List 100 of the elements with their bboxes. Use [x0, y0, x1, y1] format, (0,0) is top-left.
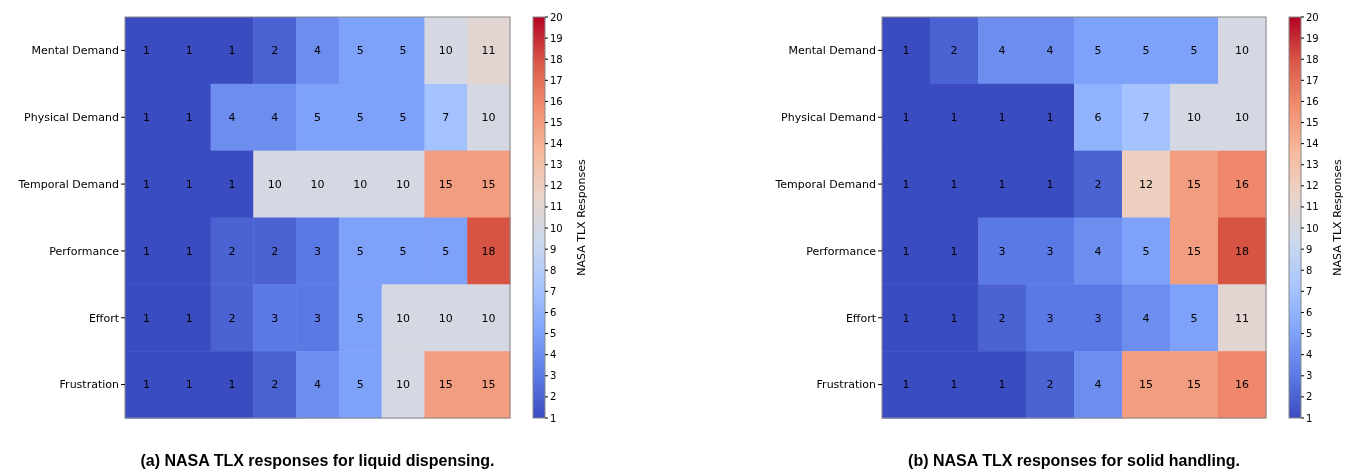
data-label: 1: [902, 311, 910, 325]
data-label: 11: [1235, 311, 1249, 325]
data-label: 4: [271, 111, 279, 125]
color-bar-label: 9: [1306, 243, 1313, 255]
data-label: 5: [442, 244, 450, 258]
data-label: 1: [185, 44, 193, 58]
data-label: 15: [481, 177, 496, 191]
data-label: 2: [1094, 177, 1102, 191]
data-label: 6: [1094, 111, 1102, 125]
color-bar-title: NASA TLX Responses: [1331, 159, 1344, 276]
data-label: 15: [1187, 177, 1201, 191]
data-label: 3: [314, 244, 321, 258]
color-bar-label: 12: [550, 180, 563, 192]
color-bar-label: 7: [550, 285, 557, 297]
color-bar-label: 19: [550, 32, 563, 44]
data-label: 5: [399, 44, 407, 58]
data-label: 1: [228, 44, 236, 58]
y-tick-label: Frustration: [59, 378, 120, 392]
data-label: 1: [185, 177, 193, 191]
data-label: 1: [998, 378, 1006, 392]
data-label: 1: [950, 311, 958, 325]
data-label: 10: [1235, 111, 1249, 125]
data-label: 1: [950, 244, 958, 258]
color-bar-label: 20: [550, 11, 563, 23]
data-label: 4: [1046, 44, 1054, 58]
color-bar-label: 5: [1306, 328, 1313, 340]
data-label: 5: [356, 311, 364, 325]
color-bar-label: 7: [1306, 285, 1313, 297]
text: (a) NASA TLX responses for liquid dispensing.: [140, 452, 495, 469]
data-label: 3: [998, 244, 1006, 258]
data-label: 5: [399, 244, 407, 258]
data-label: 4: [998, 44, 1006, 58]
data-label: 3: [314, 311, 321, 325]
data-label: 16: [1235, 177, 1249, 191]
color-bar-label: 4: [1306, 349, 1313, 361]
y-tick-label: Temporal Demand: [17, 177, 119, 191]
data-label: 4: [314, 378, 321, 392]
color-bar-label: 9: [550, 243, 557, 255]
color-bar-label: 14: [550, 138, 563, 150]
data-label: 10: [267, 177, 282, 191]
data-label: 2: [1046, 378, 1054, 392]
data-label: 1: [185, 378, 193, 392]
data-label: 10: [353, 177, 368, 191]
data-label: 5: [1142, 244, 1150, 258]
data-label: 1: [950, 111, 958, 125]
color-bar-label: 6: [1306, 306, 1313, 318]
data-label: 1: [142, 177, 150, 191]
color-bar-label: 18: [1306, 53, 1319, 65]
color-bar-label: 8: [550, 264, 557, 276]
color-bar-label: 10: [1306, 222, 1319, 234]
color-bar-label: 8: [1306, 264, 1313, 276]
data-label: 1: [142, 44, 150, 58]
y-tick-label: Mental Demand: [31, 44, 119, 58]
data-label: 10: [1235, 44, 1249, 58]
color-bar-label: 2: [550, 391, 557, 403]
data-label: 2: [950, 44, 958, 58]
data-label: 11: [481, 44, 496, 58]
data-label: 15: [438, 378, 453, 392]
data-label: 10: [481, 111, 496, 125]
data-label: 1: [142, 111, 150, 125]
y-tick-label: Physical Demand: [781, 111, 876, 125]
color-bar-label: 19: [1306, 32, 1319, 44]
data-label: 2: [271, 44, 279, 58]
data-label: 7: [1142, 111, 1150, 125]
data-label: 5: [356, 244, 364, 258]
data-label: 1: [1046, 111, 1054, 125]
color-bar-label: 3: [550, 370, 557, 382]
color-bar-label: 14: [1306, 138, 1319, 150]
color-bar-label: 13: [1306, 159, 1319, 171]
data-label: 5: [314, 111, 321, 125]
data-label: 5: [1190, 44, 1198, 58]
data-label: 1: [228, 378, 236, 392]
data-label: 2: [271, 244, 279, 258]
data-label: 1: [902, 378, 910, 392]
data-label: 2: [228, 244, 236, 258]
y-tick-label: Performance: [806, 244, 877, 258]
data-label: 1: [142, 244, 150, 258]
data-label: 15: [1187, 378, 1201, 392]
color-bar-label: 5: [550, 328, 557, 340]
data-label: 4: [1142, 311, 1150, 325]
color-bar-label: 1: [1306, 412, 1313, 424]
data-label: 3: [271, 311, 279, 325]
data-label: 1: [902, 111, 910, 125]
data-label: 5: [356, 44, 364, 58]
data-label: 5: [399, 111, 407, 125]
color-bar-label: 13: [550, 159, 563, 171]
data-label: 3: [1046, 311, 1054, 325]
data-label: 12: [1139, 177, 1153, 191]
data-label: 1: [1046, 177, 1054, 191]
data-label: 3: [1094, 311, 1102, 325]
data-label: 10: [396, 311, 411, 325]
data-label: 5: [1094, 44, 1102, 58]
color-bar-label: 12: [1306, 180, 1319, 192]
data-label: 10: [310, 177, 325, 191]
data-label: 15: [1139, 378, 1153, 392]
data-label: 5: [356, 378, 364, 392]
data-label: 10: [1187, 111, 1201, 125]
y-tick-label: Temporal Demand: [774, 177, 876, 191]
y-tick-label: Mental Demand: [788, 44, 876, 58]
color-bar-label: 20: [1306, 11, 1319, 23]
